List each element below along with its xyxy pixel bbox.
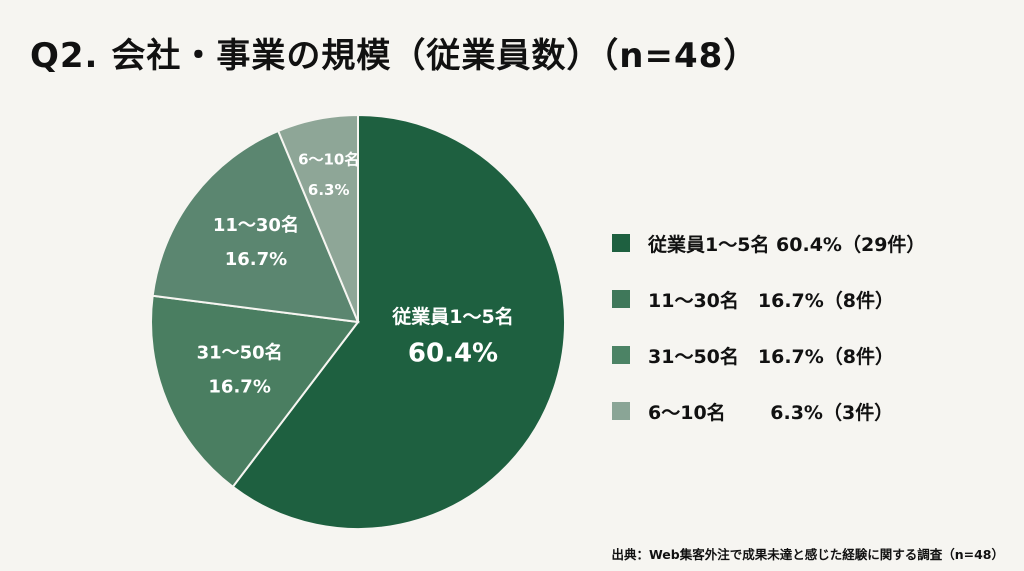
- pie-label-name: 従業員1〜5名: [391, 305, 513, 328]
- pie-label-percent: 16.7%: [225, 249, 287, 270]
- legend-swatch: [612, 290, 630, 308]
- legend-label: 従業員1〜5名 60.4%（29件）: [648, 233, 926, 256]
- legend-label: 11〜30名 16.7%（8件）: [648, 289, 895, 312]
- legend-label: 31〜50名 16.7%（8件）: [648, 345, 895, 368]
- page-title: Q2. 会社・事業の規模（従業員数）（n=48）: [30, 36, 759, 76]
- pie-label-percent: 60.4%: [408, 338, 498, 368]
- legend-swatch: [612, 346, 630, 364]
- pie-label-name: 31〜50名: [197, 342, 283, 364]
- legend-swatch: [612, 234, 630, 252]
- pie-label-percent: 6.3%: [308, 181, 350, 199]
- legend-item: 11〜30名 16.7%（8件）: [612, 284, 925, 314]
- pie-label-percent: 16.7%: [208, 376, 270, 397]
- legend: 従業員1〜5名 60.4%（29件） 11〜30名 16.7%（8件） 31〜50名…: [612, 228, 925, 452]
- legend-item: 6〜10名 6.3%（3件）: [612, 396, 925, 426]
- legend-item: 31〜50名 16.7%（8件）: [612, 340, 925, 370]
- legend-swatch: [612, 402, 630, 420]
- pie-slice: [150, 294, 360, 489]
- pie-slice: [151, 129, 360, 324]
- pie-slice: [231, 113, 566, 530]
- pie-label-name: 6〜10名: [298, 150, 359, 168]
- pie-label-name: 11〜30名: [213, 214, 299, 236]
- source-note: 出典：Web集客外注で成果未達と感じた経験に関する調査（n=48）: [611, 547, 1004, 562]
- pie-slice: [276, 113, 359, 323]
- legend-item: 従業員1〜5名 60.4%（29件）: [612, 228, 925, 258]
- legend-label: 6〜10名 6.3%（3件）: [648, 401, 894, 424]
